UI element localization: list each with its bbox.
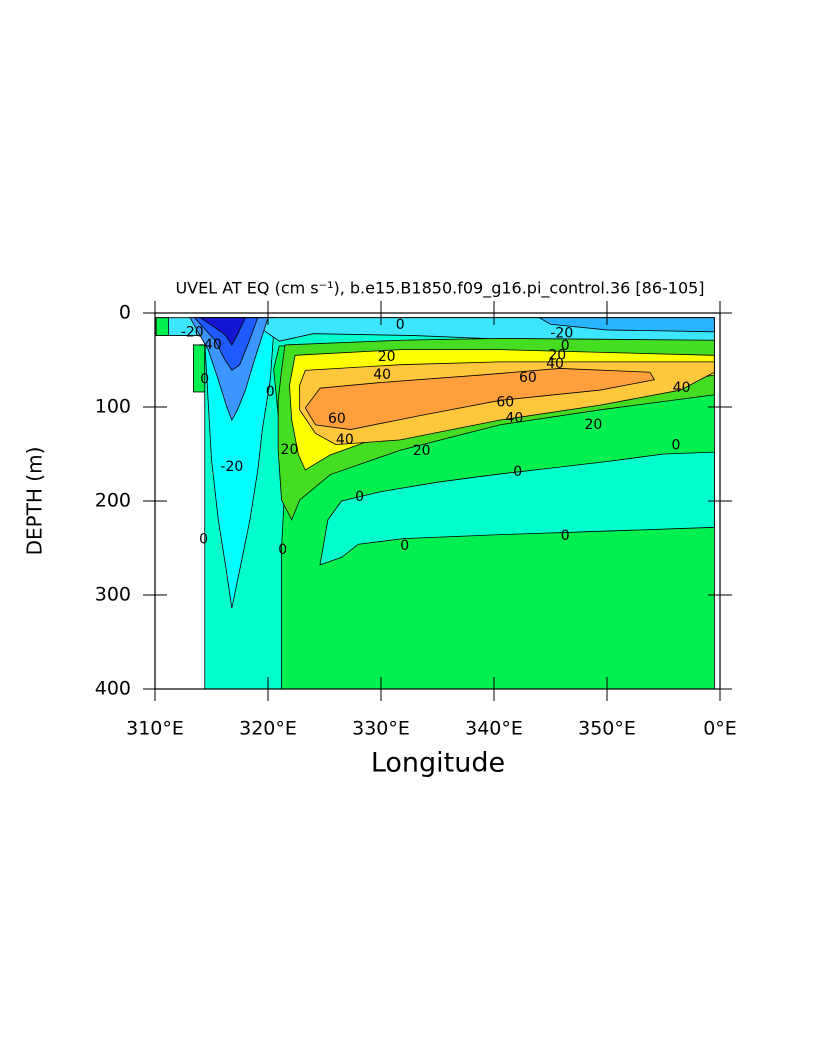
contour-label: 60 <box>328 411 346 427</box>
contour-label: 0 <box>266 384 275 400</box>
contour-region <box>319 451 715 566</box>
contour-region <box>304 368 656 430</box>
contour-region <box>537 317 715 333</box>
contour-label: -40 <box>199 337 222 353</box>
y-tick-label: 300 <box>95 584 131 606</box>
x-tick-label: 330°E <box>352 718 410 740</box>
contour-label: 20 <box>548 347 566 363</box>
contour-label: 0 <box>396 317 405 333</box>
contour-label: 0 <box>671 438 680 454</box>
y-tick-label: 400 <box>95 678 131 700</box>
contour-label: 0 <box>513 464 522 480</box>
contour-label: 0 <box>400 538 409 554</box>
contour-region <box>193 344 206 393</box>
contour-label: -20 <box>550 326 573 342</box>
contour-label: 60 <box>519 370 537 386</box>
x-tick-label: 340°E <box>465 718 523 740</box>
contour-label: 0 <box>561 528 570 544</box>
x-tick-label: 310°E <box>126 718 184 740</box>
contour-label: 40 <box>336 432 354 448</box>
contour-label: 20 <box>281 442 299 458</box>
contour-label: 0 <box>355 489 364 505</box>
x-tick-label: 0°E <box>703 718 737 740</box>
contour-label: 0 <box>200 372 209 388</box>
contour-label: 40 <box>673 380 691 396</box>
y-axis-label: DEPTH (m) <box>23 447 47 556</box>
x-tick-label: 320°E <box>239 718 297 740</box>
contour-label: 0 <box>199 532 208 548</box>
contour-label: 20 <box>585 417 603 433</box>
y-tick-label: 200 <box>95 490 131 512</box>
contour-label: -20 <box>181 325 204 341</box>
contour-label: -20 <box>220 459 243 475</box>
contour-label: 0 <box>561 338 570 354</box>
chart-title: UVEL AT EQ (cm s⁻¹), b.e15.B1850.f09_g16… <box>175 279 704 299</box>
y-tick-label: 100 <box>95 396 131 418</box>
contour-label: 0 <box>278 542 287 558</box>
contour-label: 60 <box>496 394 514 410</box>
contour-label: 20 <box>378 349 396 365</box>
contour-region <box>198 317 247 346</box>
x-axis-label: Longitude <box>371 748 505 779</box>
contour-region <box>155 317 169 336</box>
contour-label: 40 <box>546 356 564 372</box>
x-tick-label: 350°E <box>578 718 636 740</box>
contour-label: 20 <box>413 443 431 459</box>
y-tick-label: 0 <box>119 302 131 324</box>
contour-region <box>193 317 259 371</box>
contour-label: 40 <box>373 367 391 383</box>
contour-label: 40 <box>505 410 523 426</box>
